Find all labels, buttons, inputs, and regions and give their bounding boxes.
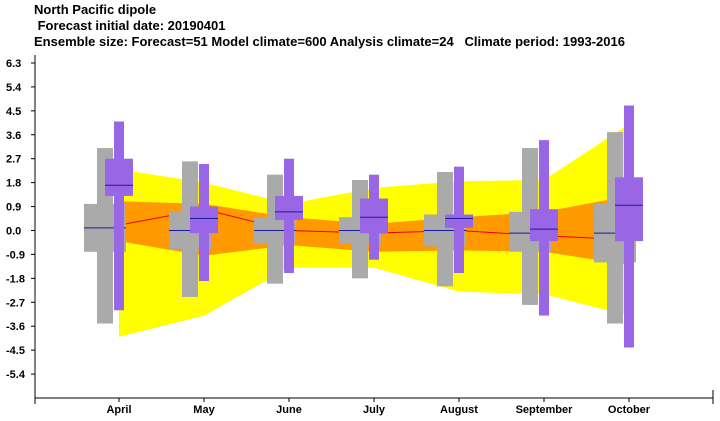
- forecast-box: [615, 177, 643, 242]
- chart-title: North Pacific dipole: [34, 2, 157, 17]
- y-tick-label: 6.3: [6, 58, 21, 70]
- y-tick-label: 2.7: [6, 154, 21, 166]
- x-tick-label: May: [193, 404, 215, 416]
- forecast-august: [445, 166, 473, 274]
- y-tick-label: -2.7: [6, 297, 25, 309]
- y-tick-label: 5.4: [6, 82, 22, 94]
- forecast-july: [360, 174, 388, 260]
- x-tick-label: October: [608, 404, 651, 416]
- y-tick-label: -3.6: [6, 321, 25, 333]
- y-tick-label: 3.6: [6, 130, 21, 142]
- forecast-box: [190, 206, 218, 234]
- chart-axes: 6.3 5.4 4.5 3.6 2.7 1.8 0.9 0.0 -0.9 -1.8 -2.7 -3.6…: [6, 55, 714, 416]
- y-tick-label: -5.4: [6, 369, 26, 381]
- forecast-october: [615, 105, 643, 348]
- y-tick-label: -1.8: [6, 273, 25, 285]
- x-tick-label: August: [440, 404, 478, 416]
- y-tick-label: 4.5: [6, 106, 21, 118]
- forecast-whisker: [114, 121, 124, 311]
- forecast-box: [530, 209, 558, 242]
- forecast-box: [105, 158, 133, 196]
- y-tick-label: 0.9: [6, 202, 21, 214]
- y-tick-label: -4.5: [6, 345, 25, 357]
- forecast-box: [445, 214, 473, 228]
- y-tick-label: -0.9: [6, 249, 25, 261]
- forecast-may: [190, 164, 218, 282]
- forecast-box: [360, 198, 388, 234]
- x-tick-label: September: [516, 404, 574, 416]
- y-tick-label: 0.0: [6, 225, 21, 237]
- ensemble-info: Ensemble size: Forecast=51 Model climate…: [34, 34, 625, 49]
- box-plots: [84, 105, 643, 348]
- forecast-june: [275, 158, 303, 274]
- forecast-september: [530, 140, 558, 316]
- chart-title-block: North Pacific dipole Forecast initial da…: [34, 2, 625, 50]
- forecast-april: [105, 121, 133, 311]
- forecast-box: [275, 195, 303, 220]
- x-tick-label: April: [106, 404, 131, 416]
- x-tick-label: June: [276, 404, 302, 416]
- x-tick-label: July: [363, 404, 386, 416]
- forecast-initial-date: Forecast initial date: 20190401: [34, 18, 226, 33]
- y-tick-label: 1.8: [6, 178, 21, 190]
